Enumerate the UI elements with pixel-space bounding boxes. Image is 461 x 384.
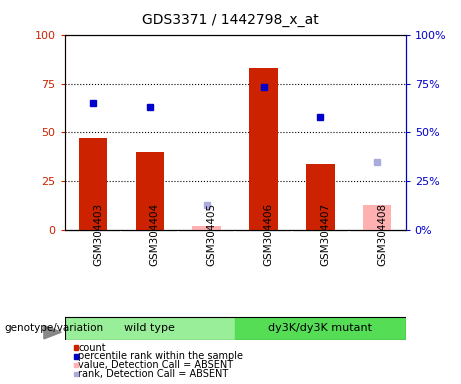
Text: GSM304407: GSM304407 — [320, 203, 331, 266]
Text: rank, Detection Call = ABSENT: rank, Detection Call = ABSENT — [78, 369, 229, 379]
Text: GSM304408: GSM304408 — [377, 203, 387, 266]
Bar — [136, 152, 164, 230]
Bar — [363, 205, 391, 230]
Text: GSM304404: GSM304404 — [150, 203, 160, 266]
Text: wild type: wild type — [124, 323, 175, 333]
Bar — [193, 227, 221, 230]
Text: percentile rank within the sample: percentile rank within the sample — [78, 351, 243, 361]
Bar — [249, 68, 278, 230]
Text: GSM304405: GSM304405 — [207, 203, 217, 266]
Text: count: count — [78, 343, 106, 353]
Text: GDS3371 / 1442798_x_at: GDS3371 / 1442798_x_at — [142, 13, 319, 27]
Text: value, Detection Call = ABSENT: value, Detection Call = ABSENT — [78, 360, 234, 370]
Polygon shape — [44, 326, 61, 339]
Bar — [79, 138, 107, 230]
Bar — [235, 317, 406, 340]
Text: genotype/variation: genotype/variation — [5, 323, 104, 333]
Text: GSM304403: GSM304403 — [93, 203, 103, 266]
Bar — [65, 317, 235, 340]
Text: dy3K/dy3K mutant: dy3K/dy3K mutant — [268, 323, 372, 333]
Text: GSM304406: GSM304406 — [264, 203, 273, 266]
Bar — [306, 164, 335, 230]
